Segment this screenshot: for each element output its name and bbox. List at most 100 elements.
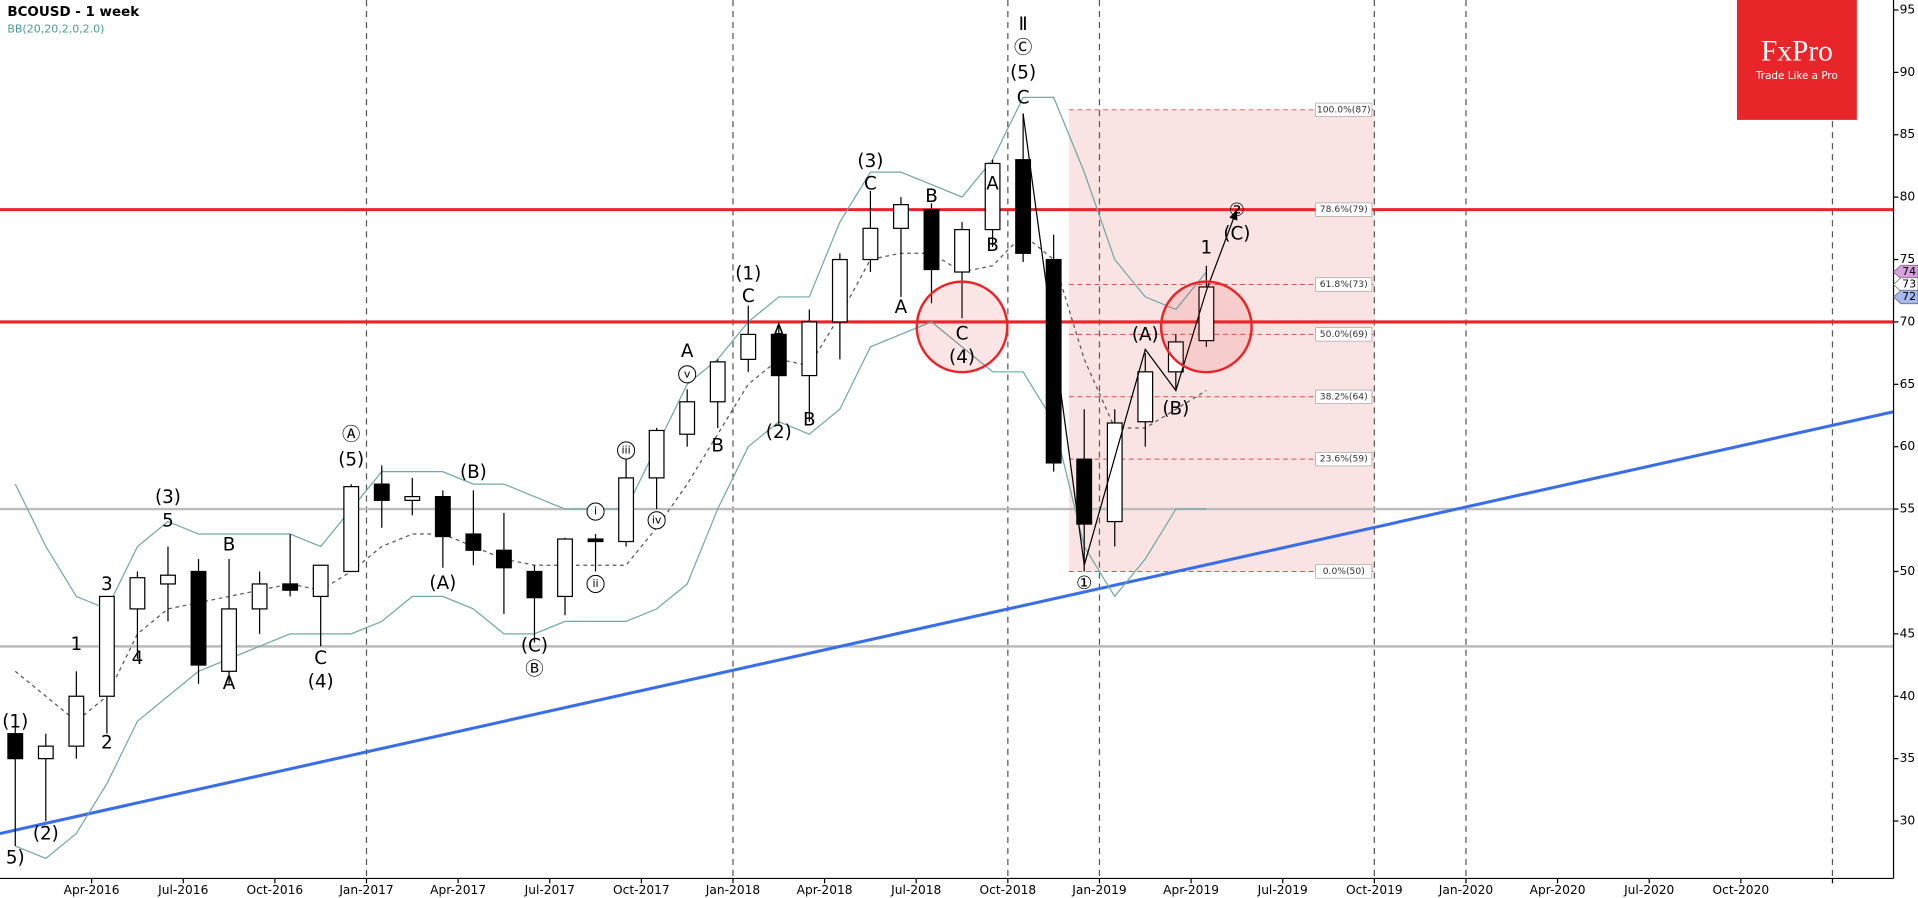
candle-body [1015,159,1032,254]
x-tick-label: Jan-2017 [338,883,393,897]
wave-label: B [925,186,938,207]
wave-label: B [986,235,999,256]
candle-body [984,162,1001,231]
x-tick-label: Oct-2019 [1346,883,1403,897]
logo-tagline: Trade Like a Pro [1755,70,1838,82]
wave-label: C [1017,88,1030,109]
wave-path [1022,113,1238,566]
candle-body [404,495,421,501]
candle-body [1137,371,1154,423]
candle-body [801,321,818,377]
candle-body [618,477,635,543]
y-tick-label: 75 [1900,252,1916,266]
wave-label: (C) [1223,224,1250,245]
plot-layer: 100.0%(87) 78.6%(79) 61.8%(73) 50.0%(69) 38.… [2,14,1373,868]
x-tick-label: Oct-2017 [613,883,670,897]
candle-body [221,608,238,672]
bollinger-lower [15,321,1207,860]
x-tick-label: Apr-2017 [430,883,486,897]
candle-body [862,227,879,261]
candle-body [1076,458,1093,525]
candle-body [37,745,54,760]
wave-label: (3) [857,151,883,172]
fib-label: 100.0%(87) [1317,104,1371,115]
wave-label: Ⓑ [525,659,543,680]
wave-label: 3 [101,574,113,595]
wave-label: C [956,323,969,344]
wave-label: (1) [2,711,28,732]
wave-label: (B) [1162,398,1189,419]
wave-label: ii [592,577,598,590]
wave-label: (3) [155,487,181,508]
candle-body [98,595,115,697]
wave-label: C [742,286,755,307]
candle-body [465,533,482,551]
wave-label: (1) [735,264,761,285]
wave-label: C [314,648,327,669]
x-tick-label: Apr-2016 [64,883,120,897]
logo-name: FxPro [1761,36,1833,68]
candle-body [190,570,207,666]
fib-label: 78.6%(79) [1320,204,1368,215]
y-tick-label: 55 [1900,502,1916,516]
wave-label: B [711,436,724,457]
wave-label: iii [622,443,631,456]
wave-label: 1 [1201,237,1213,258]
wave-label: Ⓐ [342,424,360,445]
wave-label: 1 [71,634,83,655]
x-tick-label: Jul-2016 [157,883,208,897]
candle-body [373,483,390,501]
x-tick-label: Oct-2020 [1713,883,1770,897]
candle-body [251,583,268,610]
wave-arrowhead [1229,209,1238,221]
y-tick-label: 50 [1900,564,1916,578]
wave-label: A [681,341,694,362]
wave-label: 4 [132,648,144,669]
wave-label: A [223,673,236,694]
x-tick-label: Jan-2020 [1438,883,1493,897]
x-tick-label: Jan-2019 [1071,883,1126,897]
candle-body [557,538,573,598]
indicator-label: BB(20,20,2,0,2.0) [7,22,104,35]
wave-label: Ⓒ [1014,38,1032,59]
candle-body [434,495,451,538]
x-tick-label: Apr-2018 [797,883,853,897]
candle-body [160,574,176,585]
wave-label: (C) [521,635,548,656]
wave-label: (5) [338,449,364,470]
x-tick-label: Jul-2019 [1257,883,1308,897]
wave-label: i [594,505,597,518]
fib-label-box [1315,452,1373,467]
wave-label: B [803,409,816,430]
wave-label: 5 [162,511,174,532]
candle-body [68,695,85,747]
wave-label: ② [1229,200,1245,221]
x-tick-label: Apr-2019 [1163,883,1219,897]
fib-label: 61.8%(73) [1320,279,1368,290]
annotation-circle [586,502,605,521]
price-marker-label: 74 [1902,265,1916,278]
fib-label: 38.2%(64) [1320,391,1368,402]
wave-label: (B) [460,462,487,483]
x-tick-label: Jul-2020 [1623,883,1674,897]
fib-label-box [1315,102,1373,117]
bollinger-middle [14,233,1207,723]
candle-body [648,429,665,479]
candle-body [954,228,970,273]
fib-label-box [1315,564,1373,579]
candle-body [740,333,757,360]
wave-label: A [986,174,999,195]
annotation-circle [617,441,636,460]
wave-label: A [895,297,908,318]
wave-label: A [773,322,786,343]
wave-label: iv [652,513,662,526]
fib-label-box [1315,277,1373,292]
candle-body [831,258,848,323]
wave-label: (A) [429,573,456,594]
wave-label: C [864,174,877,195]
candle-body [709,361,726,403]
candle-body [1106,422,1123,523]
fib-label: 0.0%(50) [1323,566,1365,577]
y-tick-label: 30 [1900,814,1916,828]
candle-body [587,538,604,543]
